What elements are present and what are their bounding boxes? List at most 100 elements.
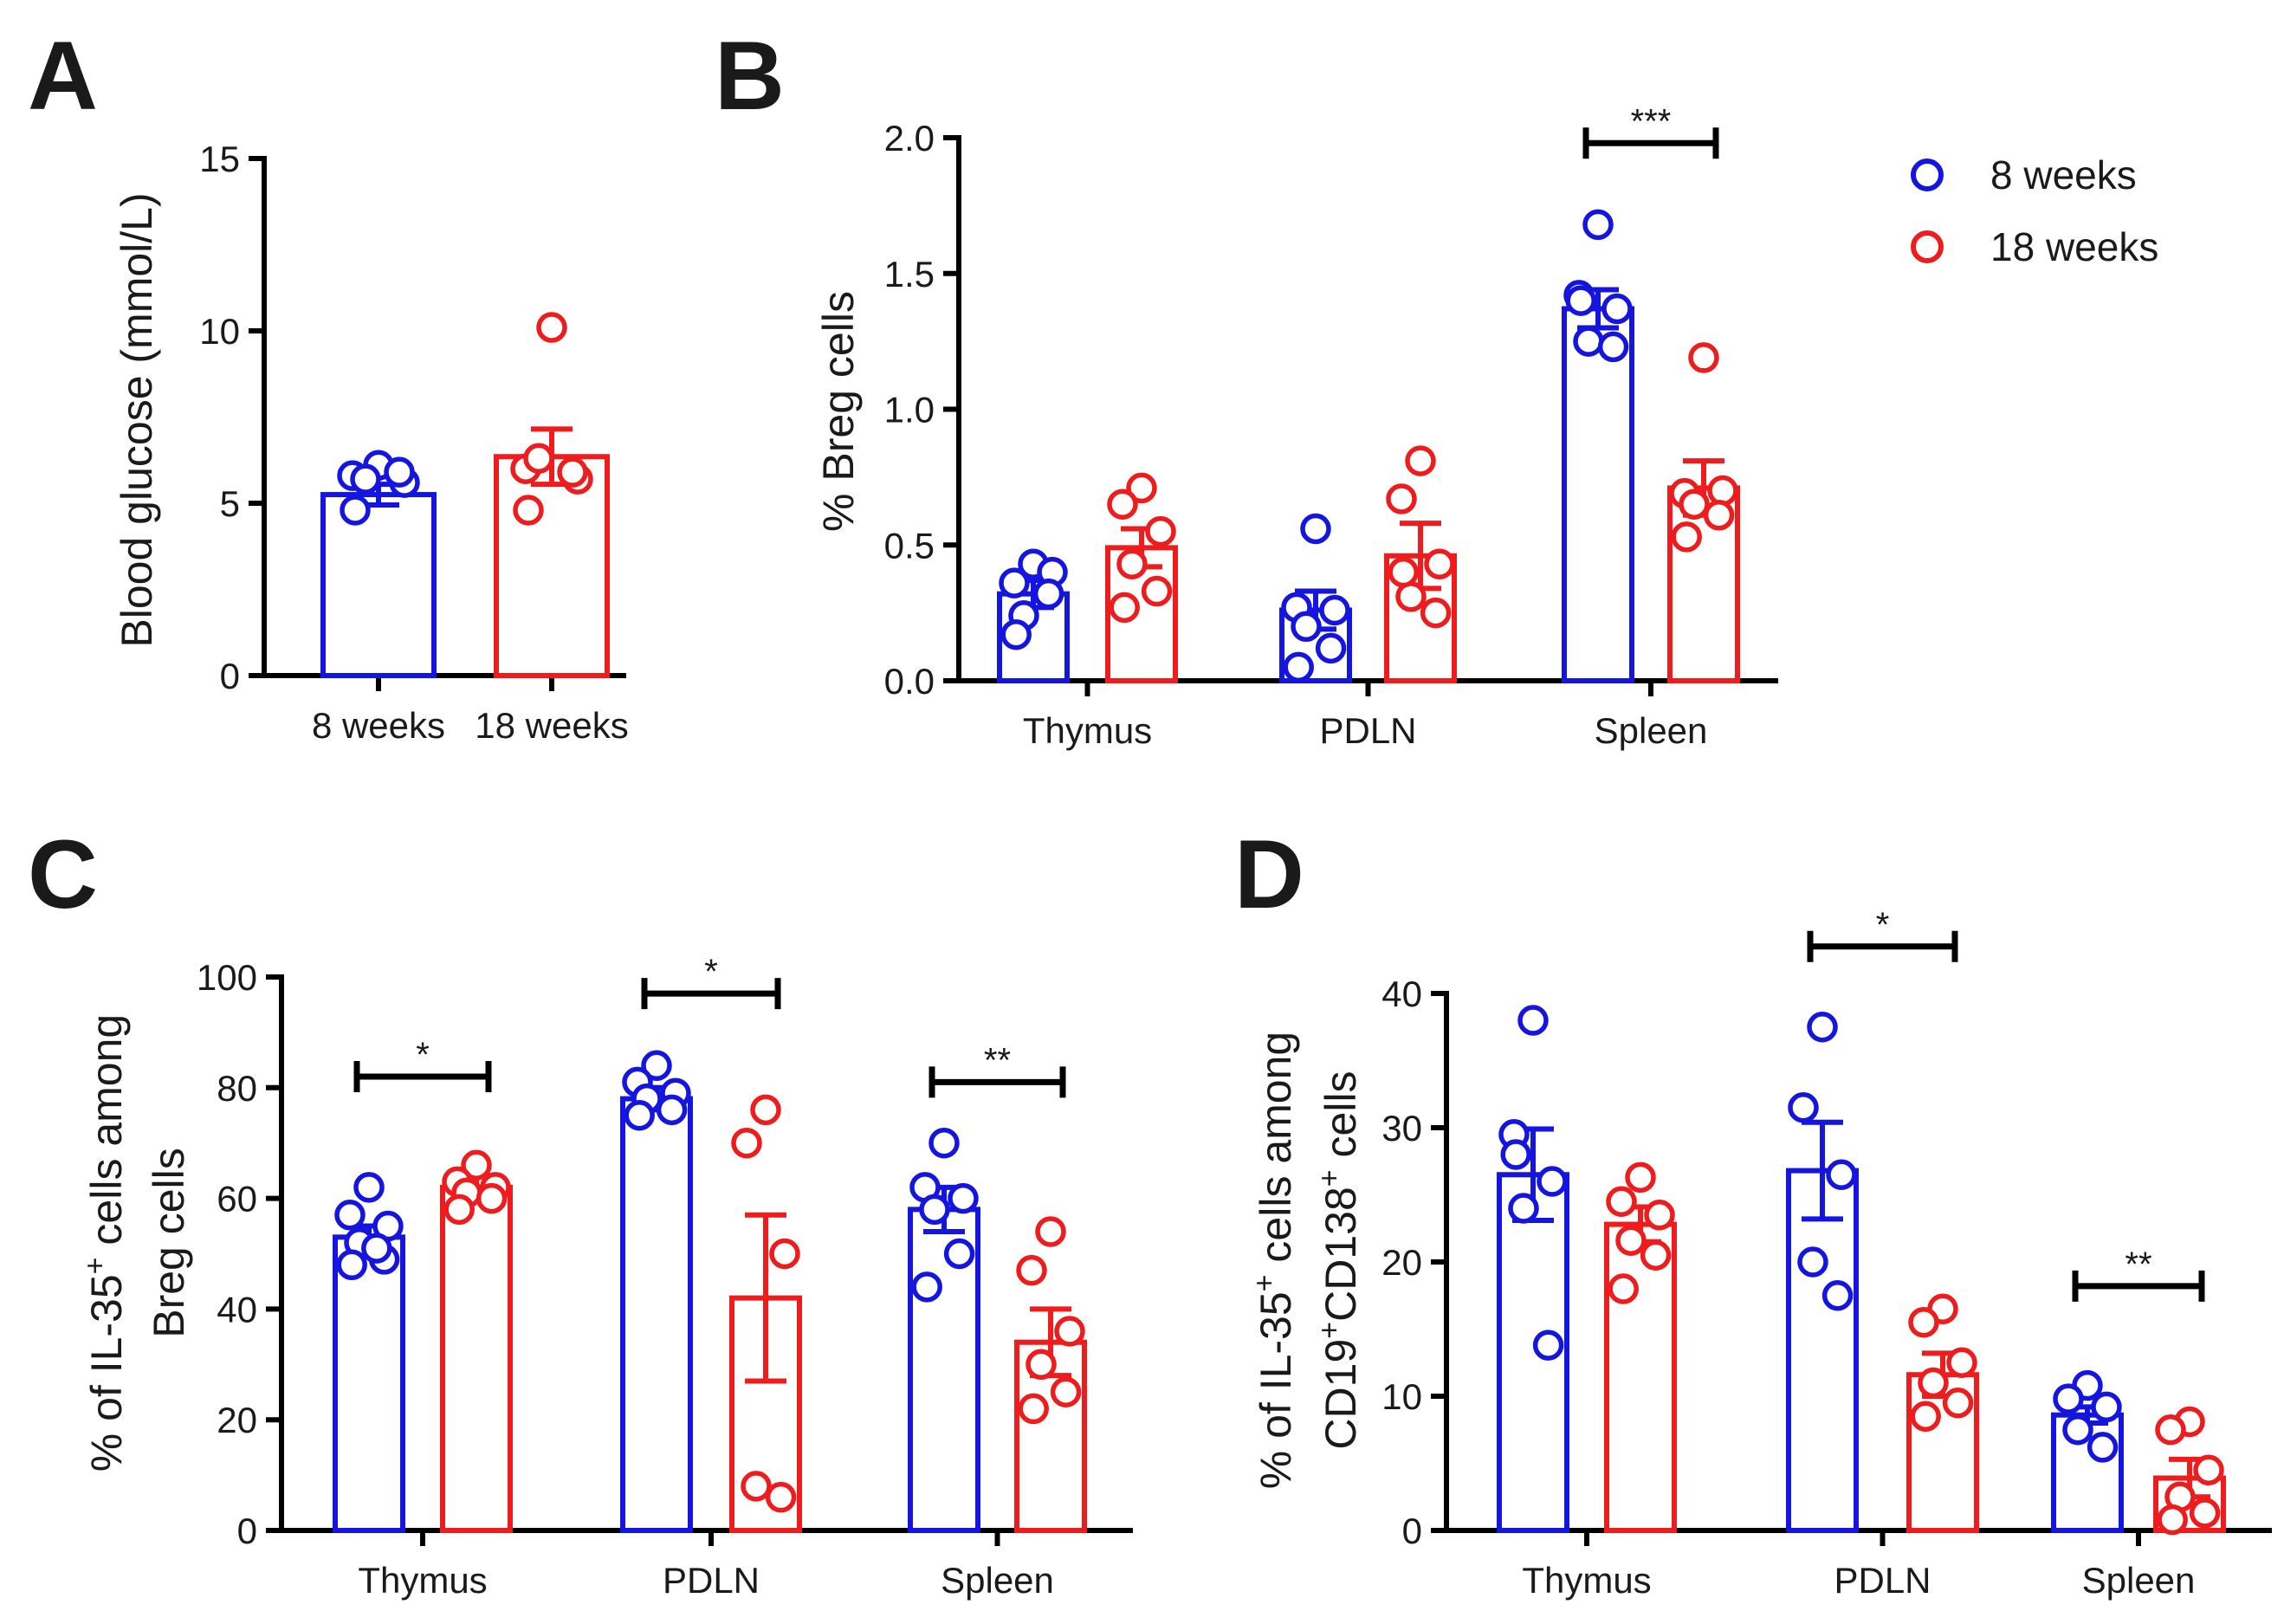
- data-point-8-weeks: [1565, 285, 1596, 316]
- data-point-18-weeks: [1606, 1186, 1637, 1217]
- panel-c-chart: % of IL-35+ cells among Breg cells 0 20 40…: [79, 953, 1133, 1601]
- ylabel-c-part2: cells among: [82, 1014, 131, 1258]
- data-point-18-weeks: [557, 456, 588, 488]
- data-point-18-weeks: [1707, 475, 1738, 507]
- panel-a-y-axis-title: Blood glucose (mmol/L): [113, 192, 161, 647]
- data-point-8-weeks: [334, 1200, 366, 1231]
- data-point-18-weeks: [1026, 1349, 1057, 1381]
- data-point-18-weeks: [731, 1127, 762, 1159]
- legend-label-8-weeks: 8 weeks: [1990, 152, 2137, 197]
- data-point-8-weeks: [1597, 331, 1629, 363]
- panel-a-y-tick-label: 5: [220, 483, 240, 524]
- bar-18-weeks: [494, 454, 610, 679]
- data-point-8-weeks: [350, 463, 381, 495]
- ylabel-d-sup3: +: [1313, 1169, 1346, 1187]
- ylabel-d-part1: % of IL-35: [1252, 1291, 1300, 1489]
- data-point-18-weeks: [1035, 1216, 1066, 1247]
- data-point-18-weeks: [1910, 1401, 1941, 1432]
- ylabel-d-part2: cells among: [1252, 1032, 1300, 1275]
- data-point-8-weeks: [999, 567, 1030, 598]
- panel-a-x-tick-label: 8 weeks: [312, 705, 445, 746]
- panel-b-y-tick-label: 1.5: [884, 254, 935, 294]
- panel-c-y-tick-label: 20: [217, 1400, 257, 1440]
- data-point-18-weeks: [741, 1471, 772, 1502]
- panel-c-y-tick-label: 40: [217, 1289, 257, 1330]
- significance-label: **: [984, 1041, 1011, 1079]
- ylabel-d-part3: CD19: [1317, 1339, 1365, 1450]
- panel-b-y-axis-title: % Breg cells: [814, 291, 863, 532]
- data-point-8-weeks: [1788, 1092, 1819, 1123]
- bar-8-weeks: [333, 1234, 405, 1533]
- data-point-8-weeks: [641, 1050, 672, 1081]
- data-point-18-weeks: [1908, 1307, 1939, 1338]
- bar-8-weeks: [1786, 1168, 1859, 1533]
- panel-c-y-axis-title-line2: Breg cells: [145, 1148, 193, 1338]
- panel-b-y-tick-label: 0.0: [884, 661, 935, 702]
- panel-b-x-tick-label: Spleen: [1595, 710, 1708, 751]
- data-point-8-weeks: [336, 1249, 367, 1281]
- data-point-18-weeks: [1640, 1239, 1672, 1271]
- data-point-18-weeks: [1608, 1273, 1639, 1304]
- data-point-18-weeks: [1016, 1254, 1047, 1286]
- panel-d-y-tick-label: 0: [1402, 1511, 1422, 1551]
- data-point-18-weeks: [1625, 1161, 1656, 1194]
- legend-marker-8-weeks: [1911, 159, 1944, 191]
- data-point-18-weeks: [1126, 472, 1157, 504]
- data-point-18-weeks: [1671, 521, 1702, 553]
- data-point-18-weeks: [1946, 1347, 1977, 1378]
- data-point-8-weeks: [1797, 1246, 1828, 1278]
- data-point-8-weeks: [1319, 594, 1350, 626]
- data-point-8-weeks: [1821, 1280, 1854, 1311]
- panel-c-x-tick-label: Spleen: [941, 1560, 1054, 1601]
- panel-a-y-tick-label: 10: [199, 311, 240, 352]
- data-point-8-weeks: [1517, 1005, 1549, 1036]
- significance-label: *: [416, 1036, 430, 1074]
- data-point-18-weeks: [2155, 1414, 2186, 1446]
- panel-d-y-tick-label: 30: [1381, 1108, 1422, 1148]
- data-point-18-weeks: [536, 312, 567, 343]
- data-point-8-weeks: [1500, 1139, 1531, 1170]
- ylabel-d-part5: cells: [1317, 1071, 1365, 1169]
- data-point-8-weeks: [1291, 611, 1322, 643]
- data-point-18-weeks: [1109, 592, 1140, 624]
- data-point-18-weeks: [513, 495, 544, 526]
- panel-a-y-tick-label: 15: [199, 139, 240, 179]
- data-point-18-weeks: [1420, 597, 1452, 629]
- data-point-8-weeks: [1573, 326, 1604, 357]
- data-point-18-weeks: [2189, 1498, 2221, 1529]
- panel-c-label: C: [28, 820, 98, 928]
- data-point-18-weeks: [1388, 556, 1419, 588]
- panel-a-x-tick-label: 18 weeks: [475, 705, 628, 746]
- panel-c-y-tick-label: 0: [237, 1511, 257, 1551]
- data-point-18-weeks: [765, 1481, 797, 1513]
- data-point-8-weeks: [1315, 632, 1347, 664]
- ylabel-d-sup1: +: [1248, 1274, 1281, 1291]
- data-point-18-weeks: [1107, 488, 1138, 520]
- legend: 8 weeks 18 weeks: [1911, 152, 2158, 269]
- data-point-8-weeks: [361, 1233, 392, 1264]
- significance-label: ***: [1631, 102, 1672, 140]
- bar-18-weeks: [1604, 1221, 1677, 1533]
- data-point-8-weeks: [1537, 1166, 1568, 1197]
- data-point-8-weeks: [1508, 1193, 1539, 1224]
- legend-label-18-weeks: 18 weeks: [1990, 224, 2158, 269]
- panel-b-x-tick-label: PDLN: [1319, 710, 1416, 751]
- data-point-18-weeks: [1688, 342, 1719, 373]
- data-point-18-weeks: [523, 443, 554, 475]
- panel-c-y-axis-title-line1: % of IL-35+ cells among: [79, 1014, 131, 1472]
- data-point-18-weeks: [443, 1194, 475, 1226]
- data-point-18-weeks: [1918, 1367, 1949, 1399]
- panel-c-y-tick-label: 60: [217, 1179, 257, 1220]
- panel-d-y-axis-title-line2: CD19+CD138+ cells: [1313, 1071, 1365, 1449]
- panel-c-y-tick-label: 80: [217, 1068, 257, 1109]
- data-point-8-weeks: [1807, 1012, 1838, 1043]
- data-point-8-weeks: [919, 1194, 950, 1226]
- panel-d-x-tick-label: Thymus: [1522, 1560, 1651, 1601]
- data-point-8-weeks: [911, 1271, 942, 1303]
- data-point-8-weeks: [2053, 1383, 2084, 1414]
- data-point-18-weeks: [2157, 1504, 2188, 1536]
- panel-d-chart: % of IL-35+ cells among CD19+CD138+ cell…: [1248, 906, 2272, 1601]
- data-point-8-weeks: [340, 495, 371, 526]
- bar-18-weeks: [440, 1184, 513, 1533]
- data-point-18-weeks: [1145, 515, 1176, 547]
